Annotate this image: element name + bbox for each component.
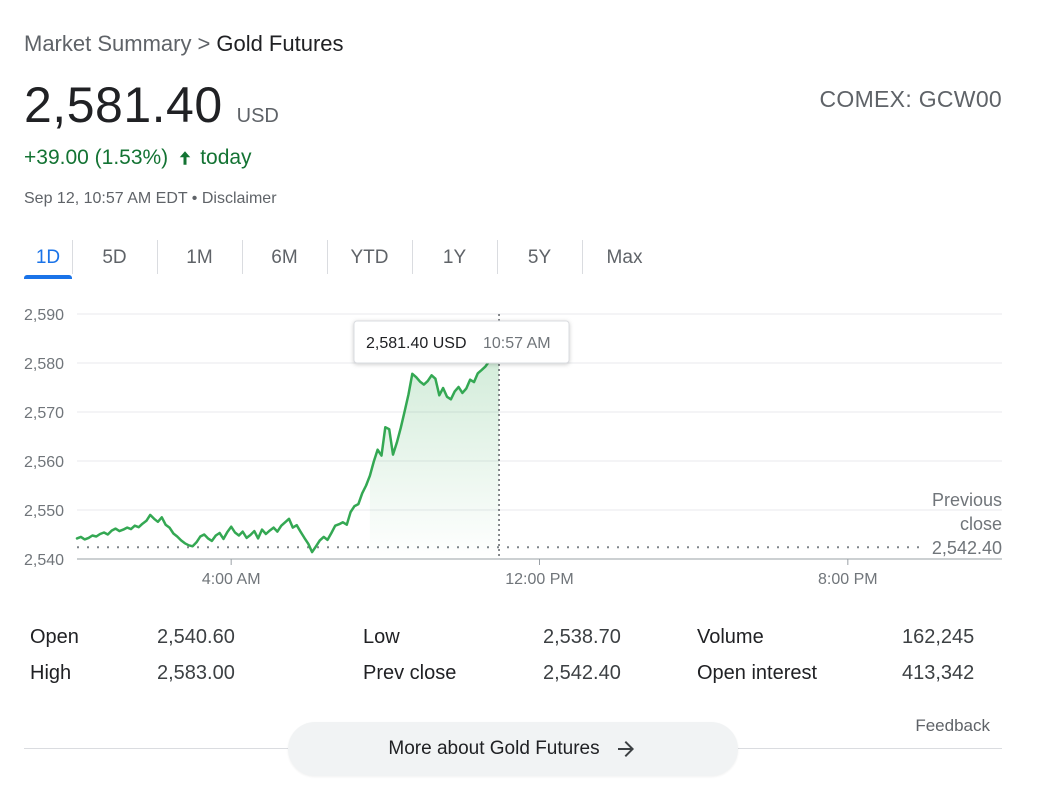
arrow-right-icon	[617, 741, 634, 757]
breadcrumb: Market Summary > Gold Futures	[24, 31, 344, 57]
y-tick-label: 2,590	[24, 307, 64, 324]
tab-1y[interactable]: 1Y	[412, 238, 497, 278]
price-chart[interactable]: 2,540 2,550 2,560 2,570 2,580 2,590 4:00 AM 12:…	[0, 290, 1054, 600]
arrow-up-icon	[179, 151, 191, 165]
tooltip-box	[353, 320, 570, 364]
disclaimer-link[interactable]: Disclaimer	[201, 190, 277, 207]
tooltip-price: 2,581.40 USD	[366, 335, 467, 352]
stat-volume-value: 162,245	[902, 626, 975, 648]
ticker-symbol: COMEX: GCW00	[819, 86, 1002, 112]
y-tick-label: 2,540	[24, 552, 64, 569]
tab-max[interactable]: Max	[582, 238, 667, 278]
price-line[interactable]	[75, 354, 501, 554]
y-tick-label: 2,550	[24, 503, 64, 520]
range-tabs: 1D 5D 1M 6M YTD 1Y 5Y Max	[24, 238, 667, 279]
tab-1d[interactable]: 1D	[24, 238, 72, 279]
tab-6m[interactable]: 6M	[242, 238, 327, 278]
previous-close-label: close	[960, 514, 1002, 534]
tab-5y[interactable]: 5Y	[497, 238, 582, 278]
current-price: 2,581.40	[24, 77, 223, 133]
currency: USD	[236, 105, 279, 127]
y-tick-label: 2,570	[24, 405, 64, 422]
breadcrumb-current: Gold Futures	[216, 31, 344, 56]
x-tick-label: 12:00 PM	[505, 571, 573, 588]
price-row: 2,581.40 USD	[24, 76, 279, 134]
tab-5d[interactable]: 5D	[72, 238, 157, 278]
stat-open-interest-label: Open interest	[697, 662, 818, 684]
y-tick-label: 2,560	[24, 454, 64, 471]
previous-close-label: Previous	[932, 490, 1002, 510]
breadcrumb-separator: >	[197, 31, 211, 56]
price-area-fill	[369, 356, 499, 559]
previous-close-label: 2,542.40	[932, 538, 1002, 558]
x-tick-label: 8:00 PM	[818, 571, 878, 588]
feedback-link[interactable]: Feedback	[915, 716, 990, 735]
stat-open-interest-value: 413,342	[902, 662, 975, 684]
quote-timestamp: Sep 12, 10:57 AM EDT • Disclaimer	[24, 190, 277, 208]
y-tick-label: 2,580	[24, 356, 64, 373]
change-suffix: today	[200, 146, 252, 169]
stat-high-value: 2,583.00	[157, 662, 235, 684]
tab-1m[interactable]: 1M	[157, 238, 242, 278]
more-about-label: More about Gold Futures	[388, 738, 600, 759]
change-value: +39.00 (1.53%)	[24, 146, 169, 169]
stat-open-value: 2,540.60	[157, 626, 235, 648]
stat-open-label: Open	[30, 626, 79, 648]
disclaimer-separator: •	[187, 190, 202, 207]
price-change: +39.00 (1.53%) today	[24, 146, 252, 170]
timestamp-text: Sep 12, 10:57 AM EDT	[24, 190, 188, 207]
stat-low-value: 2,538.70	[543, 626, 621, 648]
tooltip-time: 10:57 AM	[483, 335, 551, 352]
tab-ytd[interactable]: YTD	[327, 238, 412, 278]
stat-prev-close-label: Prev close	[363, 662, 457, 684]
more-about-button[interactable]: More about Gold Futures	[288, 722, 738, 776]
chart-tooltip: 2,581.40 USD 10:57 AM	[353, 320, 570, 364]
stat-prev-close-value: 2,542.40	[543, 662, 621, 684]
stat-high-label: High	[30, 662, 72, 684]
x-tick-label: 4:00 AM	[202, 571, 261, 588]
breadcrumb-parent[interactable]: Market Summary	[24, 31, 192, 56]
stat-low-label: Low	[363, 626, 400, 648]
stat-volume-label: Volume	[697, 626, 764, 648]
